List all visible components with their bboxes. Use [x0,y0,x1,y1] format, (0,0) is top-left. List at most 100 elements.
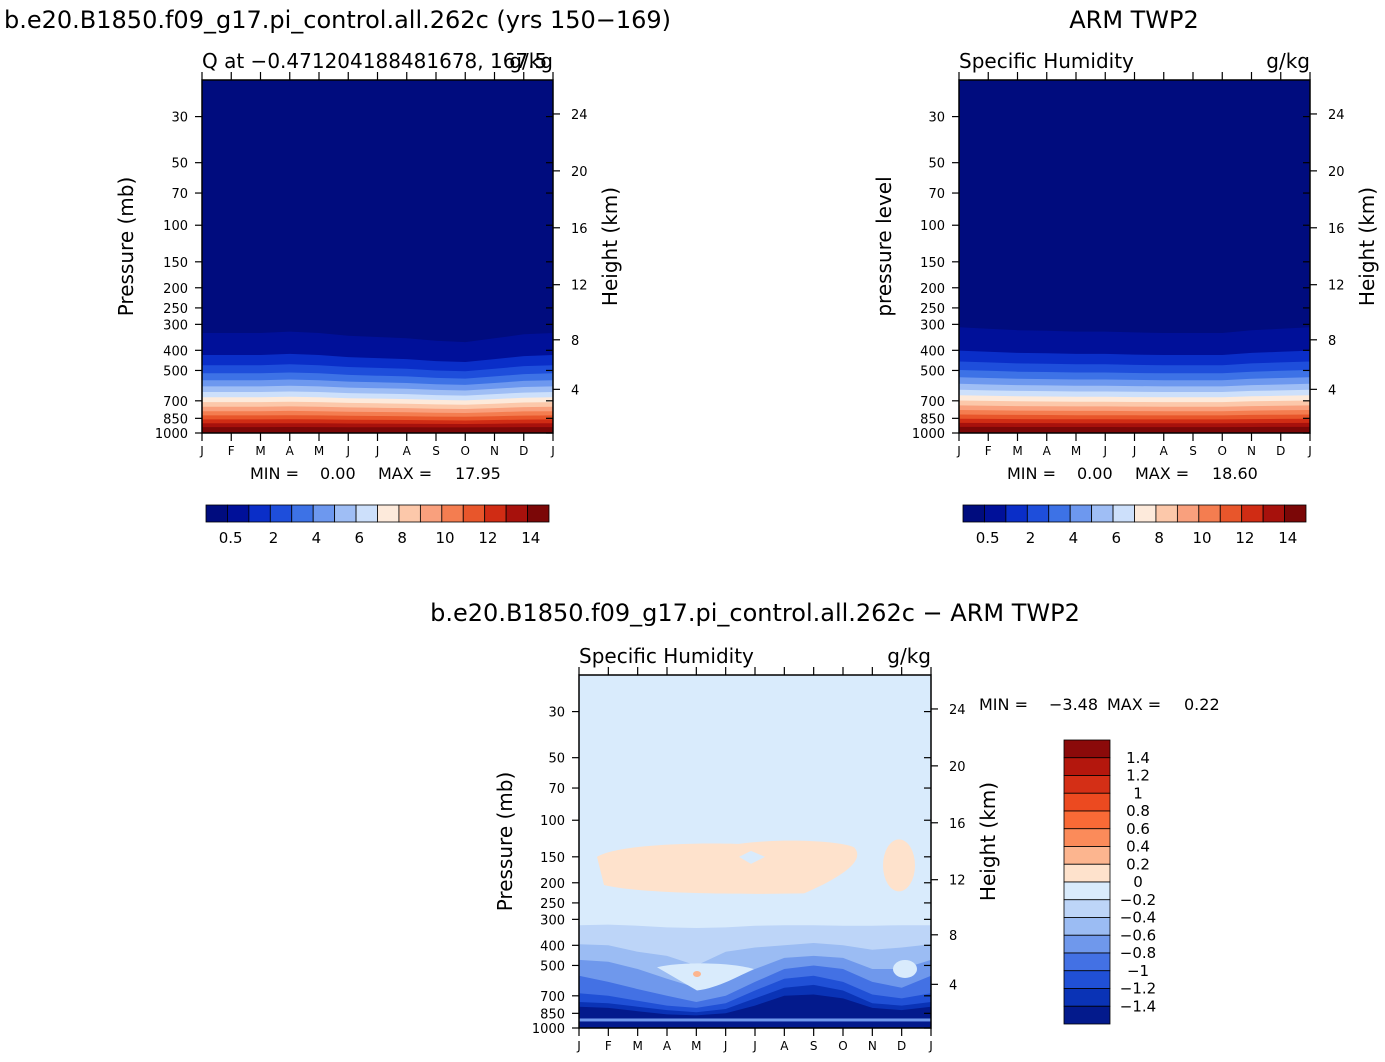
y-tick-label: 500 [163,364,188,379]
colorbar-swatch [227,504,250,523]
height-tick-label: 24 [949,703,966,718]
colorbar-swatch [398,504,421,523]
colorbar-label: 1.2 [1126,767,1150,785]
y-tick-label: 850 [540,1007,565,1022]
panel-subtitle: Q at −0.471204188481678, 167.5 [202,49,547,73]
y-tick-label: 850 [920,412,945,427]
near-zero-blob-dec [893,959,917,978]
colorbar-label: 0.2 [1126,855,1150,873]
colorbar-swatch [1198,504,1221,523]
panel-obs: 3050701001502002503004005007008501000242… [872,49,1379,547]
y-tick-label: 700 [540,990,565,1005]
y-tick-label: 100 [163,219,188,234]
colorbar-swatch [291,504,314,523]
colorbar-label: −0.8 [1120,944,1156,962]
y-tick-label: 30 [171,111,188,126]
x-tick-label: M [1012,444,1022,458]
x-tick-label: A [663,1039,672,1053]
stats-max-value: 0.22 [1184,695,1220,714]
panel-units: g/kg [1266,49,1310,73]
y-tick-label: 500 [920,364,945,379]
panel-subtitle: Specific Humidity [959,49,1134,73]
colorbar-label: 0 [1133,873,1143,891]
x-tick-label: A [286,444,295,458]
colorbar-swatch [312,504,336,523]
colorbar-label: 10 [1192,529,1211,547]
positive-dot [693,971,701,978]
y-tick-label: 200 [163,282,188,297]
colorbar-swatch [1112,504,1135,523]
x-tick-label: A [1160,444,1169,458]
colorbar-swatch [1063,757,1111,776]
colorbar-label: −0.6 [1120,926,1156,944]
height-axis-label: Height (km) [1355,187,1379,306]
colorbar-swatch [527,504,550,523]
y-tick-label: 150 [920,256,945,271]
colorbar-label: 4 [312,529,322,547]
colorbar-swatch [505,504,528,523]
y-axis-label: pressure level [872,176,896,316]
y-tick-label: 400 [540,939,565,954]
y-tick-label: 30 [548,706,565,721]
colorbar-swatch [1134,504,1157,523]
contour-field [202,80,553,433]
colorbar-swatch [1063,775,1111,794]
colorbar-label: 14 [1278,529,1297,547]
x-tick-label: M [255,444,265,458]
panel-model: 3050701001502002503004005007008501000242… [114,49,622,547]
height-axis-label: Height (km) [976,782,1000,901]
height-tick-label: 4 [949,978,957,993]
y-tick-label: 70 [548,782,565,797]
x-tick-label: J [1132,444,1137,458]
colorbar-swatch [1026,504,1050,523]
x-tick-label: S [1189,444,1197,458]
colorbar-label: 1 [1133,784,1143,802]
y-tick-label: 1000 [532,1022,565,1037]
colorbar-swatch [1005,504,1028,523]
stats-min-value: 0.00 [320,464,356,483]
colorbar-label: 0.4 [1126,838,1150,856]
colorbar-swatch [1091,504,1114,523]
colorbar-swatch [205,504,228,523]
y-tick-label: 250 [540,897,565,912]
colorbar-swatch [1262,504,1285,523]
y-tick-label: 250 [920,302,945,317]
colorbar-label: −1.2 [1120,980,1156,998]
y-tick-label: 50 [171,157,188,172]
x-tick-label: F [985,444,992,458]
x-tick-label: J [752,1039,757,1053]
stats-min-value: −3.48 [1049,695,1098,714]
colorbar-swatch [248,504,271,523]
y-tick-label: 1000 [155,427,188,442]
colorbar-swatch [1063,810,1111,830]
stats-min-label: MIN = [979,695,1028,714]
y-tick-label: 300 [163,318,188,333]
height-tick-label: 8 [949,929,957,944]
x-tick-label: D [519,444,528,458]
colorbar-swatch [984,504,1007,523]
colorbar-swatch [962,504,985,523]
colorbar-label: 2 [1026,529,1036,547]
x-tick-label: A [403,444,412,458]
x-tick-label: J [956,444,961,458]
y-tick-label: 200 [920,282,945,297]
figure-title-bottom: b.e20.B1850.f09_g17.pi_control.all.262c … [430,599,1080,627]
colorbar-label: 12 [478,529,497,547]
y-tick-label: 200 [540,877,565,892]
colorbar-label: 0.5 [976,529,1000,547]
contour-field [579,675,931,1028]
height-tick-label: 4 [571,383,579,398]
colorbar-swatch [1063,934,1111,954]
x-tick-label: N [868,1039,877,1053]
stats-min-label: MIN = [250,464,299,483]
colorbar-label: 12 [1235,529,1254,547]
height-tick-label: 8 [1328,334,1336,349]
y-axis-label: Pressure (mb) [493,772,517,912]
height-tick-label: 4 [1328,383,1336,398]
colorbar-label: −1.4 [1120,997,1156,1015]
height-tick-label: 20 [571,165,588,180]
y-tick-label: 70 [928,187,945,202]
contour-band [959,426,1310,433]
colorbar-label: 8 [1154,529,1164,547]
colorbar-swatch [1284,504,1307,523]
